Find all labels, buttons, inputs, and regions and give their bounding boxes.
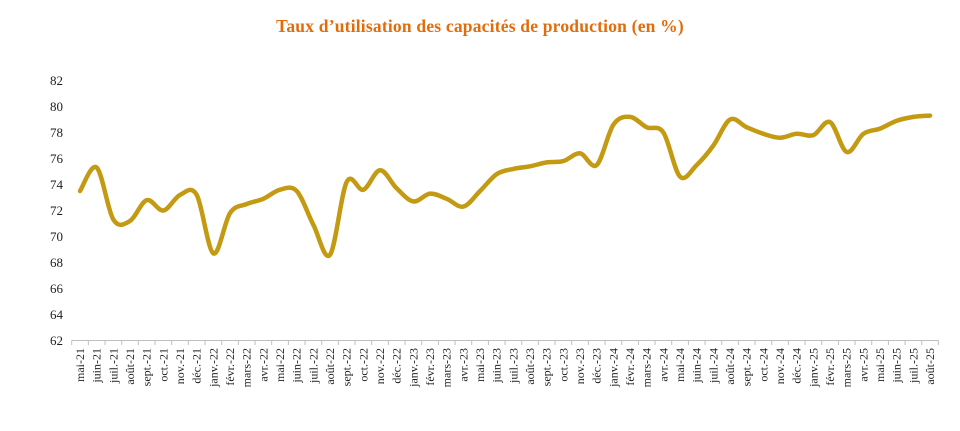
x-axis-label: juin-21 <box>90 348 104 384</box>
x-axis-label: avr.-22 <box>256 348 270 382</box>
x-axis-label: oct.-23 <box>556 348 570 382</box>
x-axis-label: juin-23 <box>490 348 504 384</box>
x-axis-label: oct.-22 <box>356 348 370 382</box>
x-axis-label: déc.-23 <box>590 348 604 384</box>
x-axis-label: nov.-22 <box>373 348 387 384</box>
x-axis-label: avr.-25 <box>856 348 870 382</box>
x-axis-label: févr.-23 <box>423 348 437 386</box>
y-axis-label: 66 <box>50 281 64 296</box>
x-axis-label: janv.-22 <box>206 348 220 388</box>
x-axis-label: oct.-21 <box>156 348 170 382</box>
x-axis-label: févr.-25 <box>823 348 837 386</box>
x-axis-label: juil.-25 <box>906 348 920 384</box>
y-axis-label: 78 <box>50 125 63 140</box>
x-axis-label: mai-23 <box>473 348 487 382</box>
x-axis-label: juin-25 <box>890 348 904 384</box>
x-axis-label: avr.-24 <box>656 348 670 382</box>
x-axis-label: déc.-22 <box>390 348 404 384</box>
chart-title: Taux d’utilisation des capacités de prod… <box>276 16 684 36</box>
y-axis-label: 64 <box>50 307 64 322</box>
x-axis-label: août-24 <box>723 348 737 385</box>
x-axis-label: févr.-22 <box>223 348 237 386</box>
y-axis-label: 72 <box>50 203 63 218</box>
x-axis-label: nov.-21 <box>173 348 187 384</box>
x-axis-label: nov.-24 <box>773 348 787 384</box>
x-axis-label: mai-24 <box>673 348 687 382</box>
x-axis-label: mai-22 <box>273 348 287 382</box>
x-axis-label: mars-22 <box>240 348 254 387</box>
x-axis-label: janv.-23 <box>406 348 420 388</box>
x-axis-label: août-22 <box>323 348 337 385</box>
y-axis-label: 76 <box>50 151 64 166</box>
x-axis-label: juil.-21 <box>106 348 120 384</box>
x-axis-label: mars-24 <box>640 348 654 387</box>
x-axis-label: juil.-24 <box>706 348 720 384</box>
x-axis-label: févr.-24 <box>623 348 637 386</box>
x-axis-label: déc.-21 <box>190 348 204 384</box>
x-axis-label: janv.-24 <box>606 348 620 388</box>
x-axis-label: oct.-24 <box>756 348 770 382</box>
y-axis-label: 82 <box>50 73 63 88</box>
x-axis-label: août-21 <box>123 348 137 385</box>
x-axis-label: sept.-23 <box>540 348 554 386</box>
data-line-series <box>77 113 933 259</box>
y-axis-label: 68 <box>50 255 63 270</box>
x-axis-label: mars-23 <box>440 348 454 387</box>
x-axis-label: mars-25 <box>840 348 854 387</box>
x-axis-label: déc.-24 <box>790 348 804 384</box>
y-axis-label: 80 <box>50 99 63 114</box>
x-axis-label: juin-22 <box>290 348 304 384</box>
x-axis-label: juil.-22 <box>306 348 320 384</box>
x-axis-label: mai-25 <box>873 348 887 382</box>
x-axis-label: juil.-23 <box>506 348 520 384</box>
x-axis-label: sept.-24 <box>740 348 754 386</box>
x-axis-label: juin-24 <box>690 348 704 384</box>
y-axis-label: 70 <box>50 229 63 244</box>
y-axis-label: 62 <box>50 333 63 348</box>
x-axis-label: avr.-23 <box>456 348 470 382</box>
x-axis-label: sept.-22 <box>340 348 354 386</box>
x-axis-label: août-23 <box>523 348 537 385</box>
x-axis-label: sept.-21 <box>140 348 154 386</box>
x-axis-label: janv.-25 <box>806 348 820 388</box>
y-axis-label: 74 <box>50 177 64 192</box>
x-axis-label: août-25 <box>923 348 937 385</box>
x-axis-label: nov.-23 <box>573 348 587 384</box>
x-axis-label: mai-21 <box>73 348 87 382</box>
